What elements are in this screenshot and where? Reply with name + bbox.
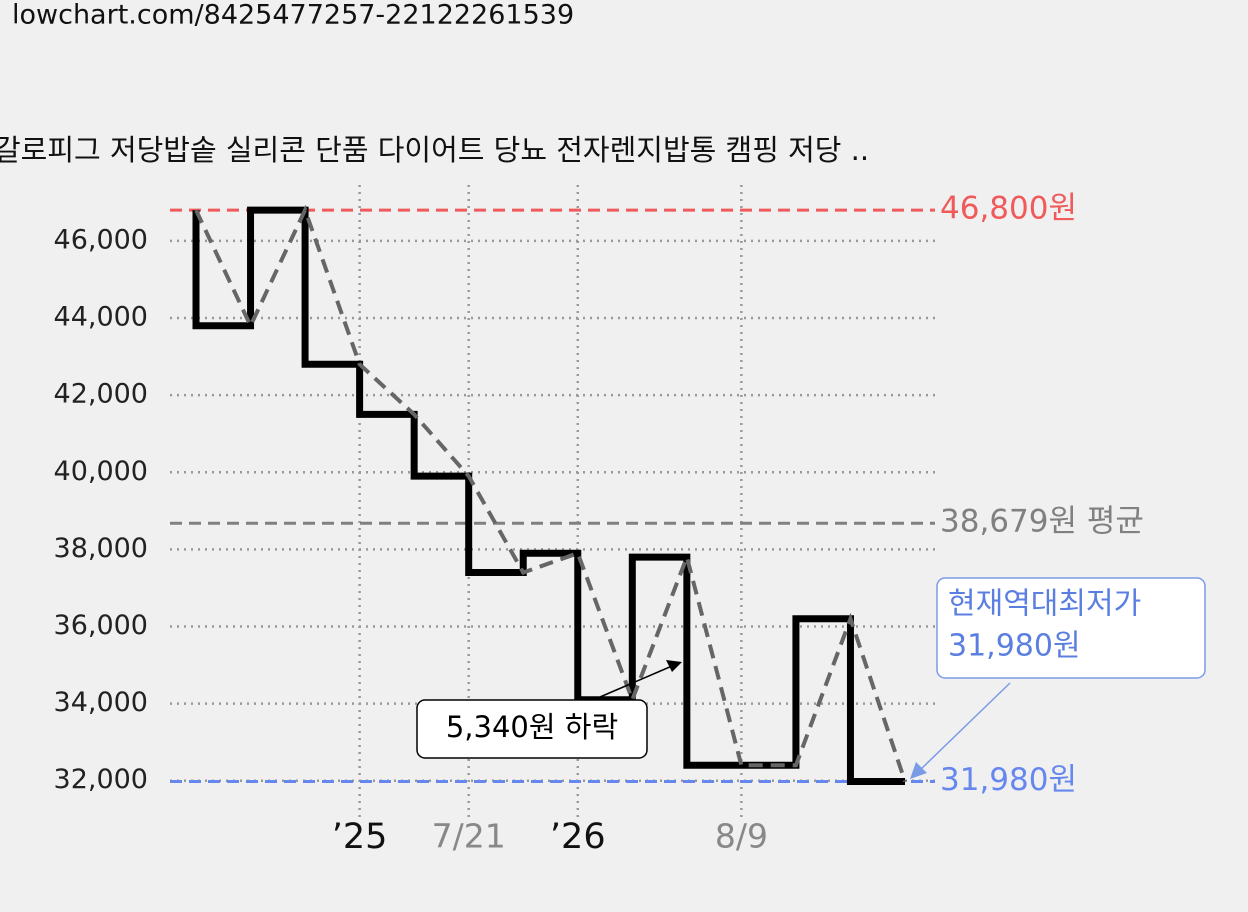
- lowest-label: 현재역대최저가: [948, 587, 1141, 622]
- x-tick-label: ’26: [550, 817, 606, 857]
- x-tick-label: 7/21: [432, 817, 506, 856]
- lowest-arrowhead: [910, 762, 927, 779]
- y-tick-label: 36,000: [54, 610, 148, 641]
- y-tick-label: 34,000: [54, 687, 148, 718]
- trend-line: [194, 204, 907, 783]
- chart-title: 갈로피그 저당밥솥 실리콘 단품 다이어트 당뇨 전자렌지밥통 캠핑 저당 ..: [0, 133, 869, 167]
- reference-label: 31,980원: [940, 762, 1077, 798]
- lowest-value: 31,980원: [948, 629, 1081, 664]
- x-tick-label: 8/9: [715, 817, 768, 856]
- y-tick-label: 38,000: [54, 533, 148, 564]
- y-tick-label: 44,000: [54, 302, 148, 333]
- drop-arrow: [599, 665, 673, 698]
- reference-label: 46,800원: [940, 191, 1077, 227]
- lowest-box: [936, 577, 1206, 679]
- y-tick-label: 40,000: [54, 456, 148, 487]
- step-line: [192, 206, 905, 785]
- lowest-arrow: [919, 682, 1011, 771]
- reference-label: 38,679원 평균: [940, 504, 1144, 540]
- url: lowchart.com/8425477257-22122261539: [12, 0, 574, 31]
- drop-arrowhead: [666, 660, 682, 672]
- drop-label: 5,340원 하락: [446, 710, 618, 744]
- y-tick-label: 42,000: [54, 379, 148, 410]
- y-tick-label: 32,000: [54, 764, 148, 795]
- y-tick-label: 46,000: [54, 224, 148, 255]
- x-tick-label: ’25: [332, 817, 388, 857]
- drop-box: [416, 699, 648, 759]
